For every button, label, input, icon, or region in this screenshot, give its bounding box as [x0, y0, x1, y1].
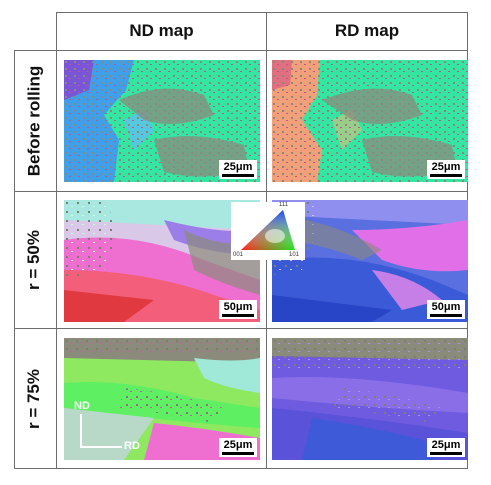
rd-axis-label: RD	[124, 440, 140, 452]
scale-bar: 25μm	[427, 438, 465, 457]
scale-bar: 25μm	[219, 160, 257, 179]
ebsd-map-nd-before-rolling: 25μm	[64, 60, 260, 182]
scale-bar-label: 50μm	[431, 301, 461, 313]
rd-axis-line	[80, 446, 122, 448]
row-label-r75: r = 75%	[24, 368, 44, 429]
nd-axis-line	[80, 414, 82, 448]
scale-bar-line	[430, 314, 462, 317]
scale-bar: 50μm	[219, 300, 257, 319]
ipf-label-111: 111	[279, 202, 289, 208]
scale-bar-line	[222, 452, 254, 455]
scale-bar: 50μm	[427, 300, 465, 319]
sample-axes: ND RD	[72, 400, 152, 456]
grid-line-header	[14, 50, 468, 51]
row-label-before-rolling: Before rolling	[24, 65, 44, 177]
scale-bar-line	[222, 174, 254, 177]
ebsd-map-rd-before-rolling: 25μm	[272, 60, 468, 182]
row-label-r50: r = 50%	[24, 229, 44, 291]
column-header-rd: RD map	[334, 21, 400, 40]
scale-bar: 25μm	[219, 438, 257, 457]
scale-bar-line	[222, 314, 254, 317]
scale-bar-label: 25μm	[431, 161, 461, 173]
grid-line-top	[56, 12, 468, 13]
grid-line-row1	[14, 191, 468, 192]
scale-bar-label: 25μm	[223, 161, 253, 173]
ebsd-map-nd-r50: 50μm	[64, 200, 260, 322]
scale-bar-label: 25μm	[431, 439, 461, 451]
grid-line-bottom	[14, 468, 468, 469]
ipf-label-001: 001	[233, 252, 244, 258]
scale-bar-line	[430, 174, 462, 177]
grid-line-row2	[14, 328, 468, 329]
scale-bar-label: 50μm	[223, 301, 253, 313]
ebsd-map-rd-r75: 25μm	[272, 338, 468, 460]
nd-axis-label: ND	[74, 400, 90, 412]
grid-line-left	[14, 50, 15, 469]
column-header-nd: ND map	[129, 21, 194, 40]
grid-line-col1	[56, 12, 57, 469]
scale-bar: 25μm	[427, 160, 465, 179]
scale-bar-label: 25μm	[223, 439, 253, 451]
ipf-label-101: 101	[289, 252, 300, 258]
scale-bar-line	[430, 452, 462, 455]
ipf-color-legend: 111 001 101	[231, 202, 305, 260]
ebsd-map-nd-r75: 25μm ND RD	[64, 338, 260, 460]
